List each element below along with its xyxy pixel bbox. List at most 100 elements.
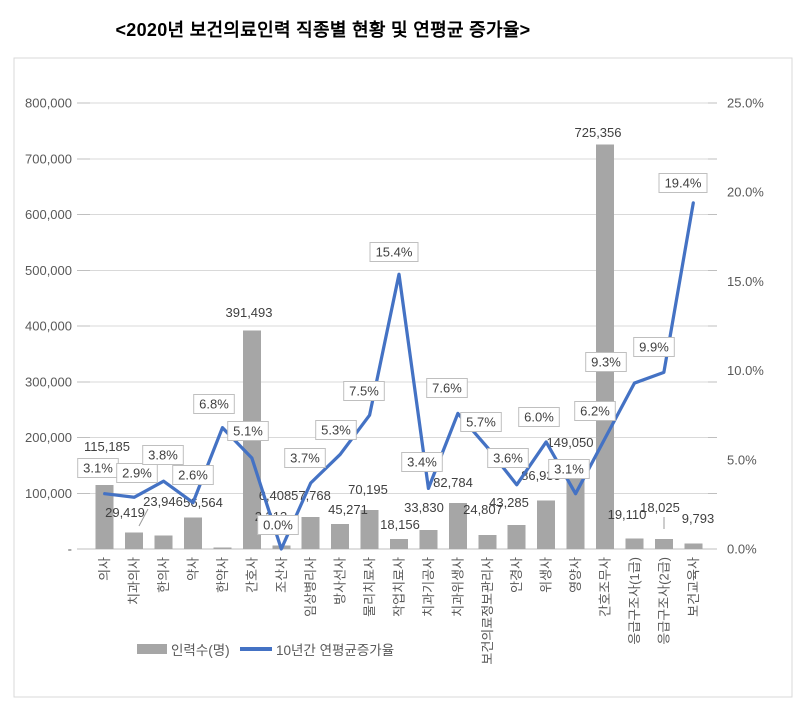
growth-rate-label: 6.2% bbox=[574, 401, 616, 421]
label-text: 19.4% bbox=[665, 176, 702, 191]
bar-value-label: 70,195 bbox=[348, 482, 388, 497]
growth-rate-label: 6.0% bbox=[518, 407, 560, 427]
bar-value-label: 391,493 bbox=[226, 305, 273, 320]
right-axis-labels: 25.0% 20.0% 15.0% 10.0% 5.0% 0.0% bbox=[727, 96, 764, 557]
growth-rate-label: 7.6% bbox=[426, 378, 468, 398]
category-label: 위생사 bbox=[539, 557, 554, 593]
label-text: 15.4% bbox=[376, 245, 413, 260]
bar bbox=[184, 517, 202, 549]
growth-rate-label: 19.4% bbox=[658, 173, 708, 193]
bar bbox=[360, 509, 379, 549]
category-axis-labels: 의사 치과의사 한의사 약사 한약사 간호사 조산사 임상병리사 방사선사 물리치료사 작업치료사 치… bbox=[97, 557, 701, 665]
growth-rate-label: 9.3% bbox=[585, 352, 627, 372]
bar-value-label: 18,025 bbox=[640, 500, 680, 515]
bar bbox=[478, 535, 497, 549]
category-label: 물리치료사 bbox=[362, 557, 377, 617]
chart-title: <2020년 보건의료인력 직종별 현황 및 연평균 증가율> bbox=[115, 20, 531, 40]
bar bbox=[390, 538, 408, 549]
bar bbox=[684, 543, 703, 549]
axis-ticks bbox=[77, 102, 717, 550]
growth-rate-label: 5.3% bbox=[315, 420, 357, 440]
growth-rate-label: 3.4% bbox=[401, 452, 443, 472]
bar bbox=[125, 532, 144, 549]
left-axis-tick-label: 300,000 bbox=[25, 374, 72, 389]
label-box bbox=[426, 378, 468, 398]
legend: 인력수(명) 10년간 연평균증가율 bbox=[137, 643, 394, 658]
category-label: 보건교육사 bbox=[686, 557, 701, 617]
left-axis-labels: 800,000 700,000 600,000 500,000 400,000 300,0… bbox=[25, 96, 72, 557]
bar-value-label: 725,356 bbox=[575, 125, 622, 140]
label-box bbox=[284, 448, 326, 468]
category-label: 한약사 bbox=[215, 557, 230, 593]
left-axis-tick-label: 100,000 bbox=[25, 486, 72, 501]
label-box bbox=[633, 337, 675, 357]
label-text: 3.8% bbox=[148, 448, 178, 463]
label-text: 3.6% bbox=[493, 451, 523, 466]
label-text: 9.3% bbox=[591, 355, 621, 370]
label-box bbox=[343, 381, 385, 401]
bar bbox=[419, 530, 438, 549]
right-axis-tick-label: 20.0% bbox=[727, 185, 764, 200]
label-box bbox=[142, 445, 184, 465]
label-box bbox=[460, 412, 502, 432]
category-label: 치과의사 bbox=[127, 557, 142, 605]
label-text: 0.0% bbox=[263, 518, 293, 533]
bar-value-label: 33,830 bbox=[404, 500, 444, 515]
category-label: 안경사 bbox=[509, 557, 524, 593]
growth-rate-label: 5.1% bbox=[227, 421, 269, 441]
category-label: 한의사 bbox=[156, 557, 171, 593]
left-axis-tick-label: 500,000 bbox=[25, 263, 72, 278]
category-label: 약사 bbox=[186, 557, 201, 581]
label-box bbox=[658, 173, 708, 193]
growth-rate-labels: 3.1% 2.9% 3.8%2.6% 6.8% 5.1% 0.0% 3.7%5.3% 7.5%… bbox=[77, 173, 708, 535]
right-axis-tick-label: 25.0% bbox=[727, 96, 764, 111]
bar-value-label: 24,807 bbox=[463, 502, 503, 517]
left-axis-tick-label: - bbox=[68, 542, 72, 557]
bar bbox=[213, 547, 232, 549]
category-label: 간호사 bbox=[244, 557, 259, 593]
growth-rate-label: 5.7% bbox=[460, 412, 502, 432]
label-text: 5.3% bbox=[321, 423, 351, 438]
growth-rate-label: 3.7% bbox=[284, 448, 326, 468]
bar-value-label: 19,110 bbox=[608, 507, 647, 522]
legend-label-bar: 인력수(명) bbox=[171, 643, 230, 658]
bar bbox=[654, 538, 673, 549]
label-box bbox=[401, 452, 443, 472]
label-box bbox=[172, 465, 214, 485]
label-box bbox=[518, 407, 560, 427]
right-axis-tick-label: 5.0% bbox=[727, 452, 757, 467]
legend-label-line: 10년간 연평균증가율 bbox=[276, 643, 394, 658]
label-box bbox=[369, 242, 419, 262]
growth-rate-label: 3.1% bbox=[77, 458, 119, 478]
category-label: 치과기공사 bbox=[421, 557, 436, 617]
label-text: 6.0% bbox=[524, 410, 554, 425]
bar-value-label: 56,564 bbox=[183, 495, 223, 510]
bar bbox=[301, 516, 320, 549]
bar bbox=[625, 538, 644, 549]
label-box bbox=[257, 515, 299, 535]
category-label: 치과위생사 bbox=[450, 557, 465, 617]
category-label: 응급구조사(1급) bbox=[627, 557, 642, 645]
label-text: 3.7% bbox=[290, 451, 320, 466]
bar-value-label: 18,156 bbox=[380, 517, 420, 532]
category-label: 응급구조사(2급) bbox=[656, 557, 671, 645]
category-label: 임상병리사 bbox=[303, 557, 318, 617]
bar bbox=[331, 523, 350, 549]
left-axis-tick-label: 400,000 bbox=[25, 319, 72, 334]
bar-value-label: 82,784 bbox=[433, 475, 473, 490]
bar-value-label: 9,793 bbox=[682, 511, 715, 526]
growth-rate-label: 0.0% bbox=[257, 515, 299, 535]
bar-value-label: 23,946 bbox=[143, 494, 183, 509]
growth-rate-label: 3.8% bbox=[142, 445, 184, 465]
right-axis-tick-label: 0.0% bbox=[727, 542, 757, 557]
bar-value-label: 43,285 bbox=[489, 495, 529, 510]
bar-value-label: 29,419 bbox=[105, 505, 145, 520]
label-leader-lines bbox=[138, 508, 665, 529]
bar-value-label: 57,768 bbox=[291, 488, 331, 503]
growth-rate-label: 15.4% bbox=[369, 242, 419, 262]
chart-border bbox=[13, 57, 793, 698]
growth-rate-label: 6.8% bbox=[193, 394, 235, 414]
left-axis-tick-label: 200,000 bbox=[25, 430, 72, 445]
category-label: 조산사 bbox=[274, 557, 289, 593]
